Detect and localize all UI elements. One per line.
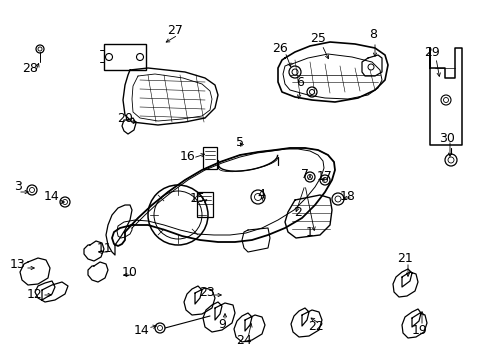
- Bar: [104, 44, 146, 70]
- Bar: [197, 192, 213, 217]
- Text: 18: 18: [339, 189, 355, 202]
- Text: 26: 26: [271, 41, 287, 54]
- Text: 7: 7: [301, 167, 308, 180]
- Text: 29: 29: [423, 45, 439, 58]
- Text: 9: 9: [218, 319, 225, 332]
- Text: 30: 30: [438, 131, 454, 144]
- Text: 15: 15: [190, 192, 205, 204]
- Text: 22: 22: [307, 320, 323, 333]
- Text: 21: 21: [396, 252, 412, 265]
- Text: 13: 13: [10, 258, 26, 271]
- Text: 25: 25: [309, 31, 325, 45]
- Text: 11: 11: [97, 242, 113, 255]
- Text: 23: 23: [199, 287, 214, 300]
- Text: 27: 27: [167, 23, 183, 36]
- Text: 17: 17: [316, 171, 332, 184]
- Text: 5: 5: [236, 136, 244, 149]
- Text: 2: 2: [293, 206, 301, 219]
- Text: 3: 3: [14, 180, 22, 193]
- Text: 1: 1: [305, 225, 313, 238]
- Text: 14: 14: [44, 190, 60, 203]
- Text: 8: 8: [368, 27, 376, 40]
- Text: 20: 20: [117, 112, 133, 125]
- Text: 10: 10: [122, 266, 138, 279]
- Text: 14: 14: [134, 324, 149, 337]
- Text: 12: 12: [27, 288, 43, 302]
- Bar: [203, 147, 217, 169]
- Text: 28: 28: [22, 62, 38, 75]
- Text: 24: 24: [236, 333, 251, 346]
- Text: 16: 16: [180, 149, 196, 162]
- Text: 6: 6: [295, 76, 304, 89]
- Text: 4: 4: [257, 189, 264, 202]
- Text: 19: 19: [411, 324, 427, 337]
